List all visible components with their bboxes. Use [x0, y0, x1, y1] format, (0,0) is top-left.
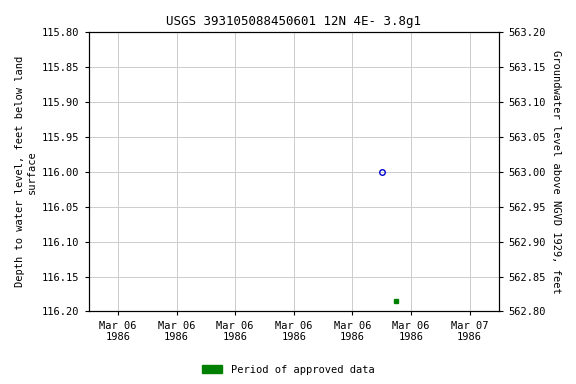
Legend: Period of approved data: Period of approved data [198, 361, 378, 379]
Y-axis label: Groundwater level above NGVD 1929, feet: Groundwater level above NGVD 1929, feet [551, 50, 561, 294]
Y-axis label: Depth to water level, feet below land
surface: Depth to water level, feet below land su… [15, 56, 37, 287]
Title: USGS 393105088450601 12N 4E- 3.8g1: USGS 393105088450601 12N 4E- 3.8g1 [166, 15, 421, 28]
